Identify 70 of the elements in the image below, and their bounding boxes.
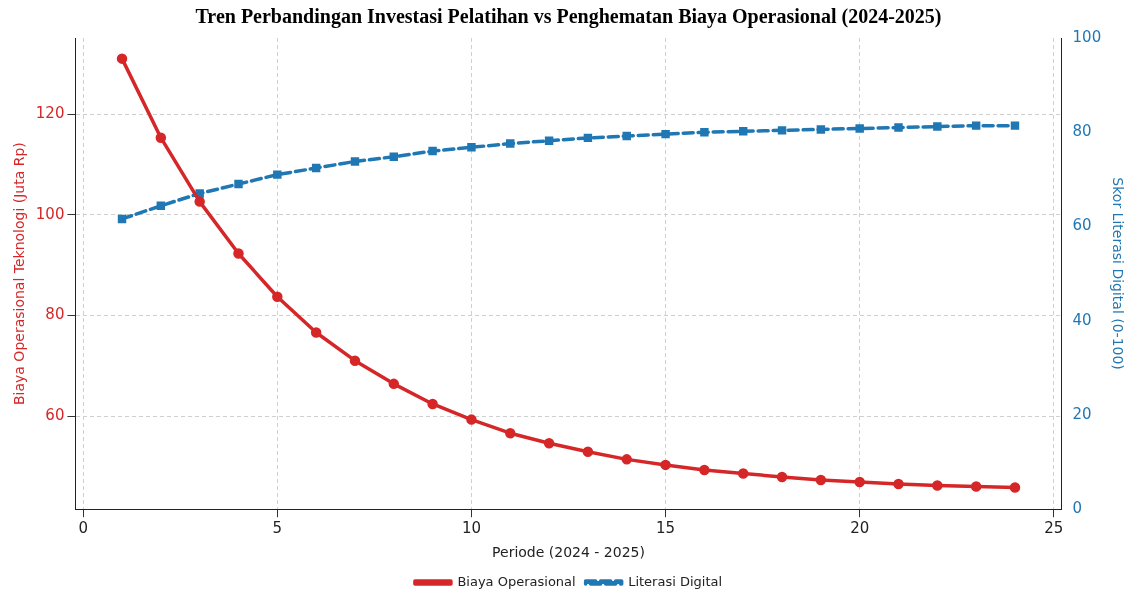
point	[349, 355, 361, 366]
point	[700, 128, 709, 137]
x-tick-label: 25	[1044, 519, 1064, 538]
point	[1009, 482, 1021, 493]
point	[506, 139, 515, 148]
point	[816, 125, 826, 134]
point	[699, 464, 710, 476]
point	[273, 170, 282, 179]
point	[855, 124, 864, 133]
point	[970, 481, 982, 492]
point	[389, 152, 399, 161]
point	[621, 454, 632, 465]
point	[660, 459, 671, 471]
point	[583, 133, 593, 143]
y-tick-label: 80	[45, 305, 65, 324]
point	[1010, 121, 1020, 130]
x-axis-title: Periode (2024 - 2025)	[492, 544, 645, 561]
point	[427, 398, 438, 410]
point	[854, 476, 865, 488]
point	[117, 214, 127, 224]
y2-tick-label: 40	[1072, 310, 1092, 329]
point	[661, 129, 670, 139]
point	[738, 127, 748, 136]
point	[350, 157, 360, 166]
y2-tick-label: 100	[1072, 27, 1102, 46]
y2-tick-label: 80	[1072, 122, 1092, 141]
x-tick-label: 0	[78, 519, 88, 538]
legend-label: Biaya Operasional	[457, 573, 576, 589]
point	[543, 438, 555, 449]
y2-axis-title: Skor Literasi Digital (0-100)	[1109, 177, 1126, 370]
point	[544, 136, 554, 145]
x-tick-label: 15	[656, 519, 676, 538]
y-tick-label: 100	[35, 204, 65, 223]
x-tick-label: 20	[850, 519, 870, 538]
point	[310, 327, 322, 338]
point	[388, 378, 400, 390]
y-tick-label: 60	[45, 405, 65, 424]
point	[894, 123, 903, 132]
chart-title: Tren Perbandingan Investasi Pelatihan vs Penghematan Biaya Operasional (2024-2025)	[195, 5, 942, 29]
point	[467, 143, 476, 152]
legend-label: Literasi Digital	[628, 573, 723, 589]
point	[582, 446, 594, 458]
y-axis-title: Biaya Operasional Teknologi (Juta Rp)	[11, 142, 28, 406]
point	[932, 480, 943, 491]
point	[311, 163, 321, 173]
x-tick-label: 5	[272, 519, 283, 538]
point	[234, 179, 243, 189]
point	[505, 427, 516, 439]
point	[777, 126, 787, 135]
y2-tick-label: 60	[1072, 216, 1092, 235]
point	[155, 132, 167, 143]
y2-tick-label: 20	[1072, 404, 1092, 423]
x-tick-label: 10	[461, 519, 481, 538]
point	[622, 131, 631, 141]
point	[893, 478, 904, 490]
point	[815, 474, 827, 486]
point	[933, 122, 942, 131]
point	[233, 248, 244, 259]
point	[428, 146, 437, 156]
point	[466, 414, 477, 425]
point	[116, 53, 128, 64]
point	[195, 189, 204, 198]
point	[156, 201, 166, 210]
point	[194, 196, 205, 207]
y2-tick-label: 0	[1072, 499, 1083, 518]
point	[272, 291, 283, 303]
y-tick-label: 120	[35, 103, 65, 122]
point	[971, 121, 981, 130]
point	[737, 468, 749, 479]
point	[776, 471, 788, 483]
